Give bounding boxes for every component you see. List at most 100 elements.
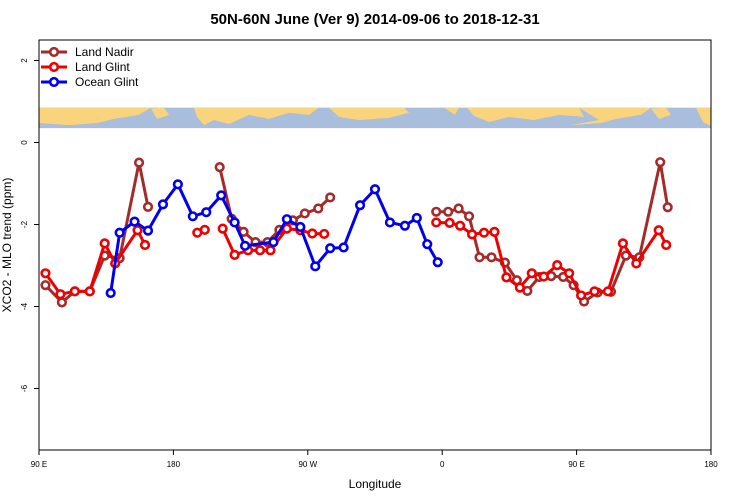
data-point-land-nadir <box>453 203 464 214</box>
y-axis: 2 0 -2 -4 -6 <box>20 58 39 392</box>
data-point-land-glint <box>501 272 512 283</box>
y-tick-label: 0 <box>20 140 29 145</box>
data-point-land-glint <box>538 271 549 282</box>
data-point-ocean-glint <box>239 240 251 251</box>
data-point-ocean-glint <box>411 212 422 224</box>
legend-label: Ocean Glint <box>75 75 139 89</box>
data-point-land-nadir <box>486 252 497 263</box>
map-land-shape <box>651 107 671 119</box>
data-point-land-glint <box>69 286 80 297</box>
map-land-shape <box>571 107 651 126</box>
data-point-land-nadir <box>474 252 485 263</box>
data-point-land-glint <box>229 249 240 260</box>
legend-label: Land Nadir <box>75 45 134 59</box>
data-point-land-glint <box>431 217 442 228</box>
map-land-shape <box>467 107 584 122</box>
data-point-land-glint <box>84 286 95 297</box>
data-point-ocean-glint <box>422 239 433 250</box>
data-point-land-glint <box>307 228 318 239</box>
legend-item-land-glint: Land Glint <box>41 60 130 74</box>
data-point-land-glint <box>564 268 575 279</box>
map-land-shape <box>329 107 409 120</box>
data-point-land-glint <box>99 238 110 249</box>
data-point-land-glint <box>653 225 664 236</box>
data-point-ocean-glint <box>399 220 410 231</box>
data-point-ocean-glint <box>310 261 321 272</box>
data-point-land-glint <box>199 224 210 235</box>
data-point-land-nadir <box>662 202 673 213</box>
data-point-land-nadir <box>325 192 336 203</box>
legend-swatch-marker <box>48 46 60 58</box>
data-point-ocean-glint <box>129 216 140 227</box>
data-point-ocean-glint <box>432 257 443 268</box>
x-tick-label: 0 <box>440 460 445 469</box>
data-point-land-nadir <box>313 203 324 214</box>
data-point-land-nadir <box>40 280 51 291</box>
x-tick-label: 180 <box>704 460 718 469</box>
data-point-ocean-glint <box>142 225 154 236</box>
y-tick-label: 2 <box>20 58 29 63</box>
data-point-land-glint <box>602 286 614 297</box>
x-axis-label: Longitude <box>349 477 402 491</box>
data-point-land-glint <box>514 282 525 293</box>
data-point-ocean-glint <box>338 242 349 253</box>
data-point-ocean-glint <box>369 184 381 195</box>
y-tick-label: -4 <box>20 302 29 310</box>
data-point-ocean-glint <box>325 243 336 254</box>
data-point-land-glint <box>589 286 600 297</box>
map-land-shape <box>194 107 319 126</box>
data-point-land-glint <box>55 289 66 300</box>
data-point-ocean-glint <box>229 217 240 228</box>
data-point-land-glint <box>489 226 500 237</box>
series-ocean-glint <box>105 179 443 299</box>
data-point-land-glint <box>217 223 228 234</box>
map-land-shape <box>444 107 459 115</box>
x-tick-label: 90 W <box>298 460 317 469</box>
data-point-ocean-glint <box>384 217 396 228</box>
data-point-land-glint <box>265 245 276 256</box>
x-tick-label: 180 <box>167 460 181 469</box>
data-point-ocean-glint <box>187 211 198 222</box>
data-point-land-glint <box>478 227 490 238</box>
data-point-land-nadir <box>443 206 454 217</box>
data-point-ocean-glint <box>172 179 183 190</box>
data-point-land-glint <box>254 245 266 256</box>
map-land-shape <box>696 107 711 127</box>
data-point-land-nadir <box>142 201 154 212</box>
data-point-land-glint <box>455 220 466 231</box>
data-point-land-nadir <box>56 297 67 308</box>
legend-item-ocean-glint: Ocean Glint <box>41 75 139 89</box>
legend-item-land-nadir: Land Nadir <box>41 45 134 59</box>
data-point-land-glint <box>319 228 330 240</box>
data-point-land-nadir <box>655 157 666 168</box>
data-point-land-nadir <box>214 162 225 173</box>
data-point-land-glint <box>466 229 478 240</box>
data-point-land-glint <box>40 268 51 279</box>
data-point-ocean-glint <box>268 237 279 248</box>
series-layer <box>40 157 673 308</box>
data-point-ocean-glint <box>114 227 125 238</box>
data-point-land-nadir <box>431 206 442 217</box>
map-land-shape <box>151 107 169 119</box>
data-point-ocean-glint <box>216 190 227 201</box>
data-point-ocean-glint <box>295 221 306 233</box>
y-axis-label: XCO2 - MLO trend (ppm) <box>0 178 14 313</box>
legend-label: Land Glint <box>75 60 130 74</box>
plot-frame <box>38 39 712 451</box>
legend-swatch-marker <box>48 76 60 88</box>
data-point-ocean-glint <box>354 200 366 211</box>
data-point-land-glint <box>132 225 143 236</box>
data-point-land-glint <box>139 239 151 251</box>
map-land-shape <box>39 107 151 126</box>
data-point-ocean-glint <box>281 214 292 225</box>
x-axis: 90 E 180 90 W 0 90 E 180 <box>31 450 718 469</box>
data-point-ocean-glint <box>105 287 116 299</box>
data-point-land-glint <box>617 238 628 249</box>
data-point-land-glint <box>526 268 537 279</box>
data-point-land-glint <box>552 259 563 271</box>
legend-swatch-marker <box>48 61 60 73</box>
data-point-land-glint <box>631 258 642 269</box>
data-point-land-glint <box>575 290 587 301</box>
